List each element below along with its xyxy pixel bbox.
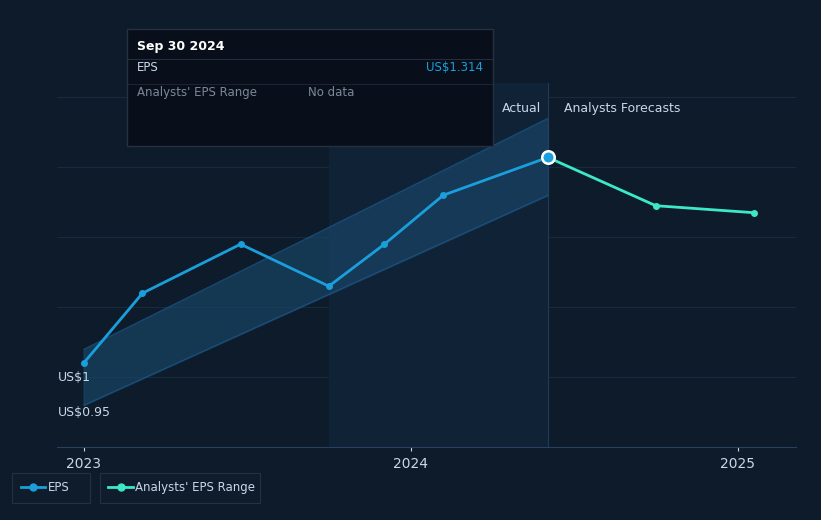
Text: Sep 30 2024: Sep 30 2024: [137, 40, 225, 53]
Text: US$1.314: US$1.314: [426, 61, 483, 74]
Text: No data: No data: [308, 86, 354, 99]
Text: US$0.95: US$0.95: [57, 406, 111, 419]
Bar: [329, 83, 548, 447]
Text: EPS: EPS: [48, 480, 69, 494]
Text: Analysts' EPS Range: Analysts' EPS Range: [137, 86, 257, 99]
Text: EPS: EPS: [137, 61, 158, 74]
Text: US$1: US$1: [57, 371, 90, 384]
Text: Analysts Forecasts: Analysts Forecasts: [564, 102, 681, 115]
Text: Actual: Actual: [502, 102, 541, 115]
Text: Analysts' EPS Range: Analysts' EPS Range: [135, 480, 255, 494]
